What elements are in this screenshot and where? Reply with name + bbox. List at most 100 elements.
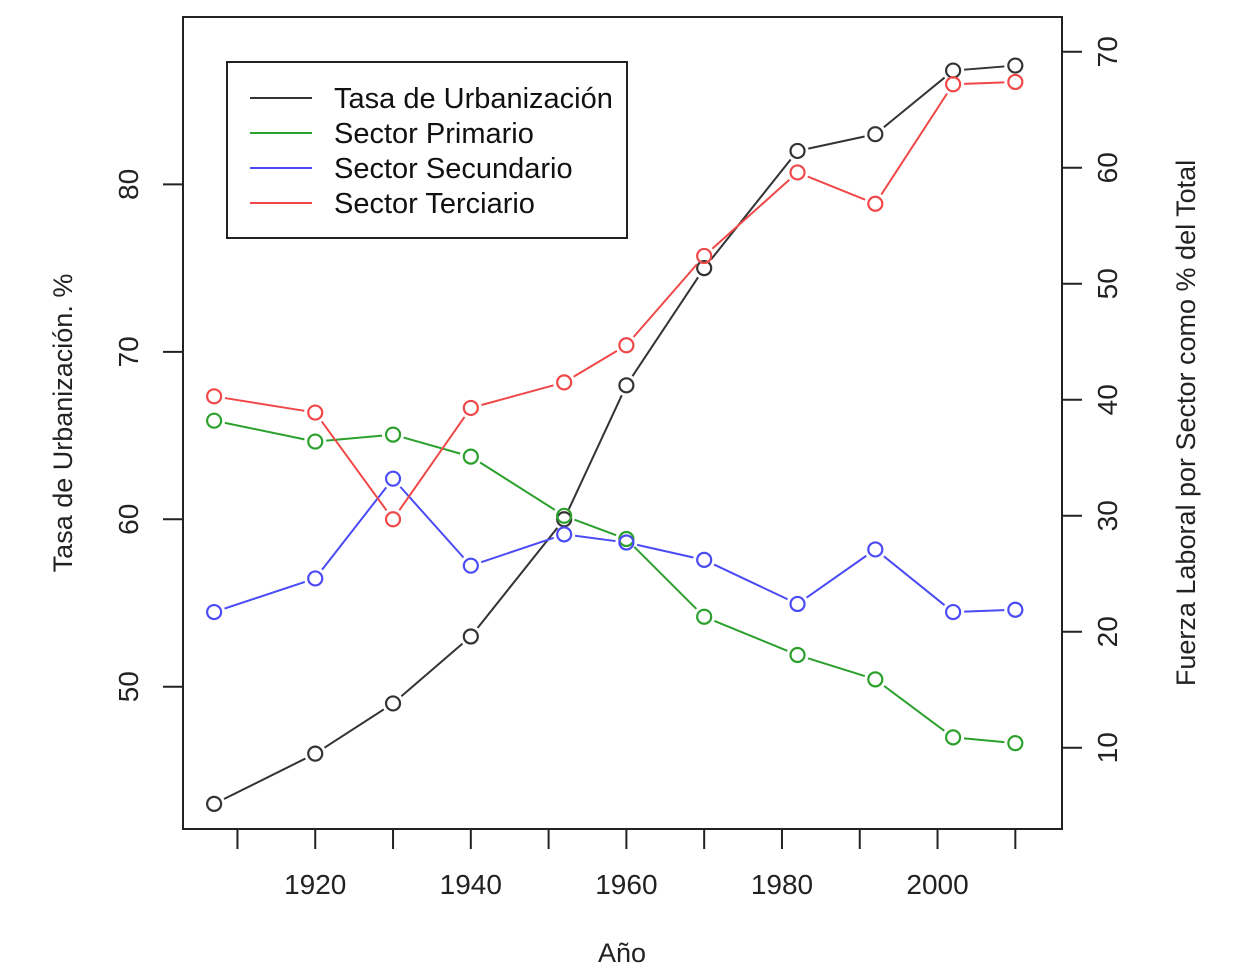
y-left-tick-label: 80 xyxy=(113,169,144,200)
data-point xyxy=(206,795,223,812)
x-axis-title: Año xyxy=(598,938,646,968)
data-point xyxy=(206,603,223,621)
data-point xyxy=(944,603,962,621)
data-point xyxy=(867,195,884,212)
data-point xyxy=(867,126,884,143)
data-point xyxy=(1007,57,1024,74)
x-tick-label: 2000 xyxy=(906,869,968,900)
series-line-segment xyxy=(480,536,555,564)
legend-box xyxy=(226,61,628,239)
y-left-tick-label: 50 xyxy=(113,671,144,702)
data-point xyxy=(307,404,324,421)
series-line-segment xyxy=(223,757,306,800)
legend-label: Sector Terciario xyxy=(334,188,535,220)
series-line-segment xyxy=(476,527,559,629)
x-tick-label: 1960 xyxy=(595,869,657,900)
data-point xyxy=(307,570,324,587)
series-line-segment xyxy=(713,563,789,601)
data-point xyxy=(618,337,635,354)
series-line-segment xyxy=(323,708,385,749)
data-point xyxy=(944,62,962,79)
series-line-segment xyxy=(963,737,1005,744)
series-line-segment xyxy=(224,397,305,412)
series-line-segment xyxy=(479,461,556,511)
legend-label: Tasa de Urbanización xyxy=(334,83,613,115)
data-point xyxy=(206,412,223,429)
data-point xyxy=(556,507,573,524)
y-right-tick-label: 10 xyxy=(1092,732,1123,763)
x-tick-label: 1940 xyxy=(440,869,502,900)
series-line-segment xyxy=(633,546,698,610)
series-line-segment xyxy=(632,263,698,338)
data-point xyxy=(618,377,635,394)
data-point xyxy=(384,511,402,528)
series-0 xyxy=(206,57,1024,812)
series-line-segment xyxy=(807,657,866,678)
y-left-tick-label: 70 xyxy=(113,336,144,367)
series-line-segment xyxy=(883,76,946,129)
data-point xyxy=(696,247,713,265)
data-point xyxy=(384,426,402,443)
data-point xyxy=(789,595,806,613)
y-right-tick-label: 20 xyxy=(1092,616,1123,647)
series-line-segment xyxy=(805,554,867,599)
series-line-segment xyxy=(808,135,865,150)
series-line-segment xyxy=(963,65,1005,71)
series-line-segment xyxy=(224,580,306,610)
series-line-segment xyxy=(403,436,461,455)
series-layer xyxy=(206,57,1024,812)
data-point xyxy=(384,695,402,712)
series-line-segment xyxy=(574,534,616,543)
series-line-segment xyxy=(713,619,788,652)
series-line-segment xyxy=(631,276,699,377)
data-point xyxy=(1007,735,1024,752)
data-point xyxy=(789,142,806,160)
data-point xyxy=(307,433,324,450)
y-left-tick-label: 60 xyxy=(113,504,144,535)
series-line-segment xyxy=(481,384,554,406)
x-tick-label: 1920 xyxy=(284,869,346,900)
data-point xyxy=(1007,601,1024,618)
series-line-segment xyxy=(883,555,946,606)
series-line-segment xyxy=(711,179,790,250)
data-point xyxy=(462,557,479,574)
data-point xyxy=(556,526,573,543)
series-2 xyxy=(206,470,1024,621)
data-point xyxy=(944,729,962,746)
series-line-segment xyxy=(636,543,694,559)
data-point xyxy=(462,628,479,645)
y-right-tick-label: 50 xyxy=(1092,268,1123,299)
y-axis-left-title: Tasa de Urbanización. % xyxy=(48,274,78,573)
series-line-segment xyxy=(964,609,1005,613)
data-point xyxy=(696,551,713,568)
series-line-segment xyxy=(398,416,466,511)
x-tick-label: 1980 xyxy=(751,869,813,900)
data-point xyxy=(867,541,884,558)
data-point xyxy=(1007,73,1024,91)
series-line-segment xyxy=(567,394,623,510)
data-point xyxy=(944,76,962,93)
data-point xyxy=(384,470,402,487)
data-point xyxy=(789,646,806,664)
series-1 xyxy=(206,412,1024,752)
y-right-tick-label: 40 xyxy=(1092,384,1123,415)
y-right-tick-label: 60 xyxy=(1092,152,1123,183)
data-point xyxy=(307,745,324,762)
series-line-segment xyxy=(710,158,792,261)
data-point xyxy=(867,671,884,688)
data-point xyxy=(462,448,479,465)
series-line-segment xyxy=(400,642,464,698)
series-3 xyxy=(206,73,1024,528)
series-line-segment xyxy=(883,685,945,732)
data-point xyxy=(556,374,573,391)
legend-label: Sector Secundario xyxy=(334,153,573,185)
data-point xyxy=(618,534,635,551)
series-line-segment xyxy=(964,81,1005,85)
series-line-segment xyxy=(573,350,618,378)
data-point xyxy=(696,608,713,625)
series-line-segment xyxy=(224,421,305,441)
data-point xyxy=(696,260,713,277)
data-point xyxy=(206,388,223,405)
